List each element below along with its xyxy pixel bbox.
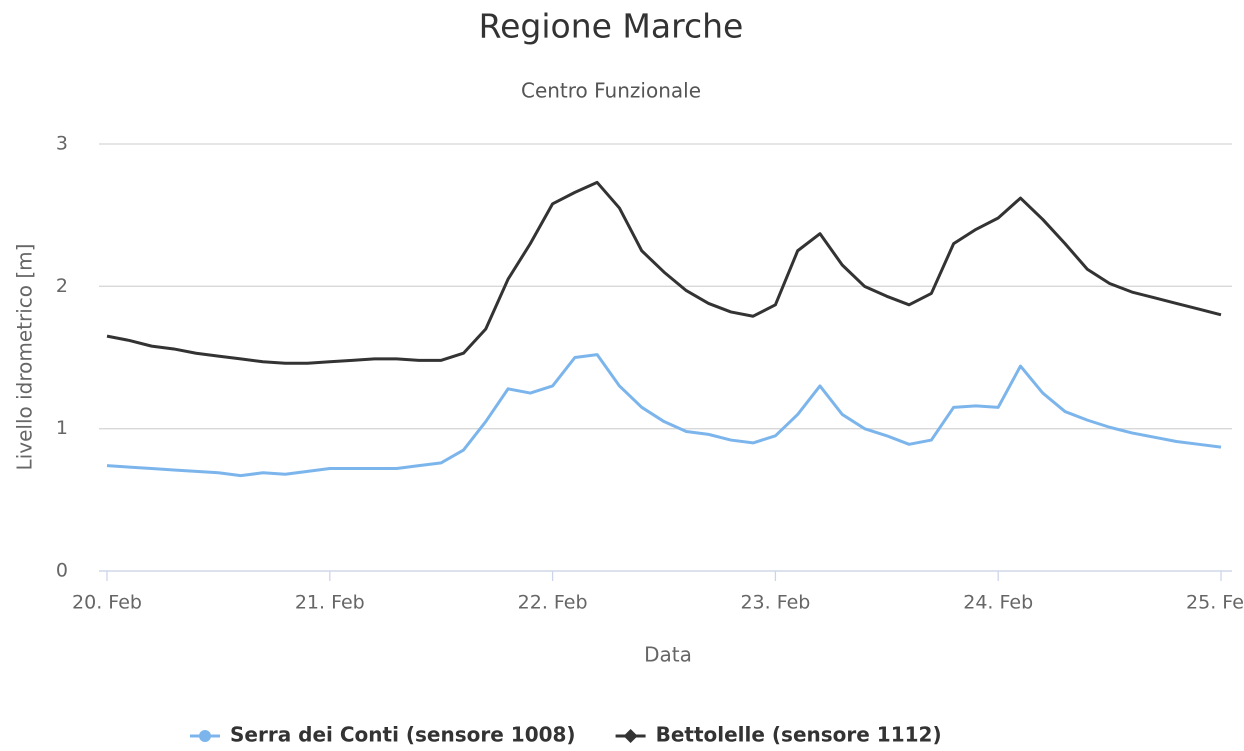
x-tick-label: 23. Feb [740,592,810,614]
data-line [106,180,1222,365]
y-tick-label: 0 [56,560,68,582]
y-tick-label: 1 [56,417,68,439]
legend-marker [199,730,211,742]
legend-marker [623,729,638,743]
chart-subtitle: Centro Funzionale [521,79,701,103]
data-line [106,353,1222,478]
x-tick-label: 22. Feb [518,592,588,614]
y-tick-label: 2 [56,275,68,297]
x-tick-label: 20. Feb [72,592,142,614]
x-tick-label: 25. Feb [1186,592,1244,614]
y-axis-title: Livello idrometrico [m] [13,244,37,471]
x-tick-label: 21. Feb [295,592,365,614]
y-tick-label: 3 [56,133,68,155]
legend-label: Bettolelle (sensore 1112) [656,723,942,747]
legend-label: Serra dei Conti (sensore 1008) [230,723,576,747]
x-tick-label: 24. Feb [963,592,1033,614]
x-axis-title: Data [644,643,692,667]
chart-title: Regione Marche [479,7,744,46]
